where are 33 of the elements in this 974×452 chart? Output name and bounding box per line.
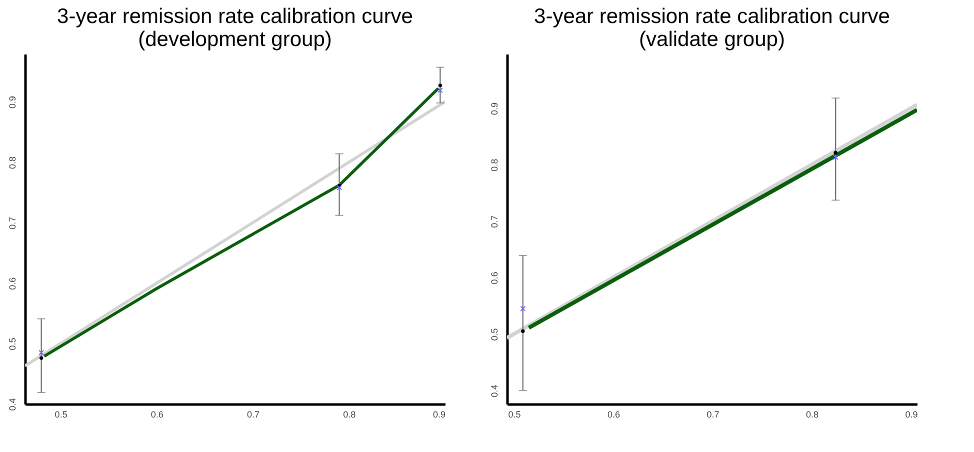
- x-tick-label: 0.7: [247, 410, 260, 420]
- point: [521, 329, 525, 334]
- y-tick-label: 0.6: [490, 272, 500, 284]
- y-tick-label: 0.6: [8, 277, 18, 290]
- point: [832, 154, 838, 160]
- y-tick-label: 0.4: [490, 384, 500, 398]
- point: [834, 150, 838, 155]
- y-tick-label: 0.5: [8, 338, 18, 350]
- x-tick-label: 0.9: [432, 410, 446, 420]
- y-tick-label: 0.9: [490, 102, 500, 115]
- point: [39, 356, 44, 360]
- x-tick-label: 0.5: [54, 410, 68, 420]
- y-tick-label: 0.7: [8, 216, 18, 230]
- x-tick-label: 0.5: [508, 410, 521, 420]
- y-tick-label: 0.8: [8, 156, 18, 169]
- x-tick-label: 0.6: [607, 410, 620, 420]
- chart-title: 3-year remission rate calibration curve (validate group): [534, 5, 890, 51]
- point: [336, 184, 342, 190]
- point: [437, 88, 443, 94]
- y-tick-label: 0.9: [8, 96, 18, 109]
- y-tick-label: 0.7: [490, 215, 500, 228]
- chart-title: 3-year remission rate calibration curve (development group): [57, 5, 413, 51]
- y-tick-label: 0.8: [490, 158, 500, 172]
- x-tick-label: 0.7: [706, 410, 720, 420]
- x-tick-label: 0.8: [343, 410, 356, 420]
- x-tick-label: 0.8: [806, 410, 819, 420]
- point: [438, 84, 442, 88]
- point: [38, 350, 44, 356]
- y-tick-label: 0.5: [490, 328, 500, 341]
- x-tick-label: 0.6: [150, 410, 164, 420]
- point: [520, 306, 526, 312]
- y-tick-label: 0.4: [8, 398, 18, 411]
- x-tick-label: 0.9: [905, 410, 918, 420]
